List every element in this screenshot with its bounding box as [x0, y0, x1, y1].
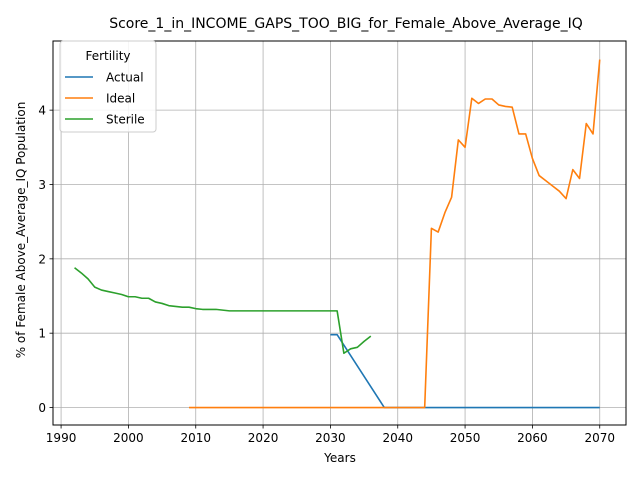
- y-tick-label: 1: [38, 327, 46, 341]
- chart-title: Score_1_in_INCOME_GAPS_TOO_BIG_for_Femal…: [109, 16, 583, 32]
- x-tick-label: 2040: [382, 431, 413, 445]
- legend-label-sterile: Sterile: [106, 113, 145, 127]
- series-line-sterile: [74, 267, 372, 355]
- x-tick-label: 2070: [584, 431, 615, 445]
- y-tick-label: 4: [38, 104, 46, 118]
- y-tick-label: 0: [38, 401, 46, 415]
- plot-frame: [52, 40, 627, 426]
- x-axis-label: Years: [323, 451, 356, 465]
- x-tick-label: 2060: [517, 431, 548, 445]
- x-tick-label: 2030: [315, 431, 346, 445]
- series-group: [74, 59, 601, 409]
- x-tick-label: 1990: [46, 431, 77, 445]
- x-tick-label: 2000: [113, 431, 144, 445]
- x-tick-label: 2020: [248, 431, 279, 445]
- legend-label-ideal: Ideal: [106, 92, 135, 106]
- x-tick-label: 2010: [180, 431, 211, 445]
- y-axis-ticks: 0 1 2 3 4: [38, 104, 53, 415]
- y-tick-label: 2: [38, 252, 46, 266]
- legend-box: [59, 40, 157, 133]
- legend: Fertility Actual Ideal Sterile: [59, 40, 157, 133]
- x-tick-label: 2050: [450, 431, 481, 445]
- series-line-ideal: [189, 59, 601, 409]
- legend-label-actual: Actual: [106, 71, 144, 85]
- legend-title: Fertility: [85, 49, 130, 63]
- y-tick-label: 3: [38, 178, 46, 192]
- y-axis-label: % of Female Above_Average_IQ Population: [14, 102, 28, 359]
- x-axis-ticks: 1990 2000 2010 2020 2030 2040 2050 2060 2070: [46, 425, 615, 445]
